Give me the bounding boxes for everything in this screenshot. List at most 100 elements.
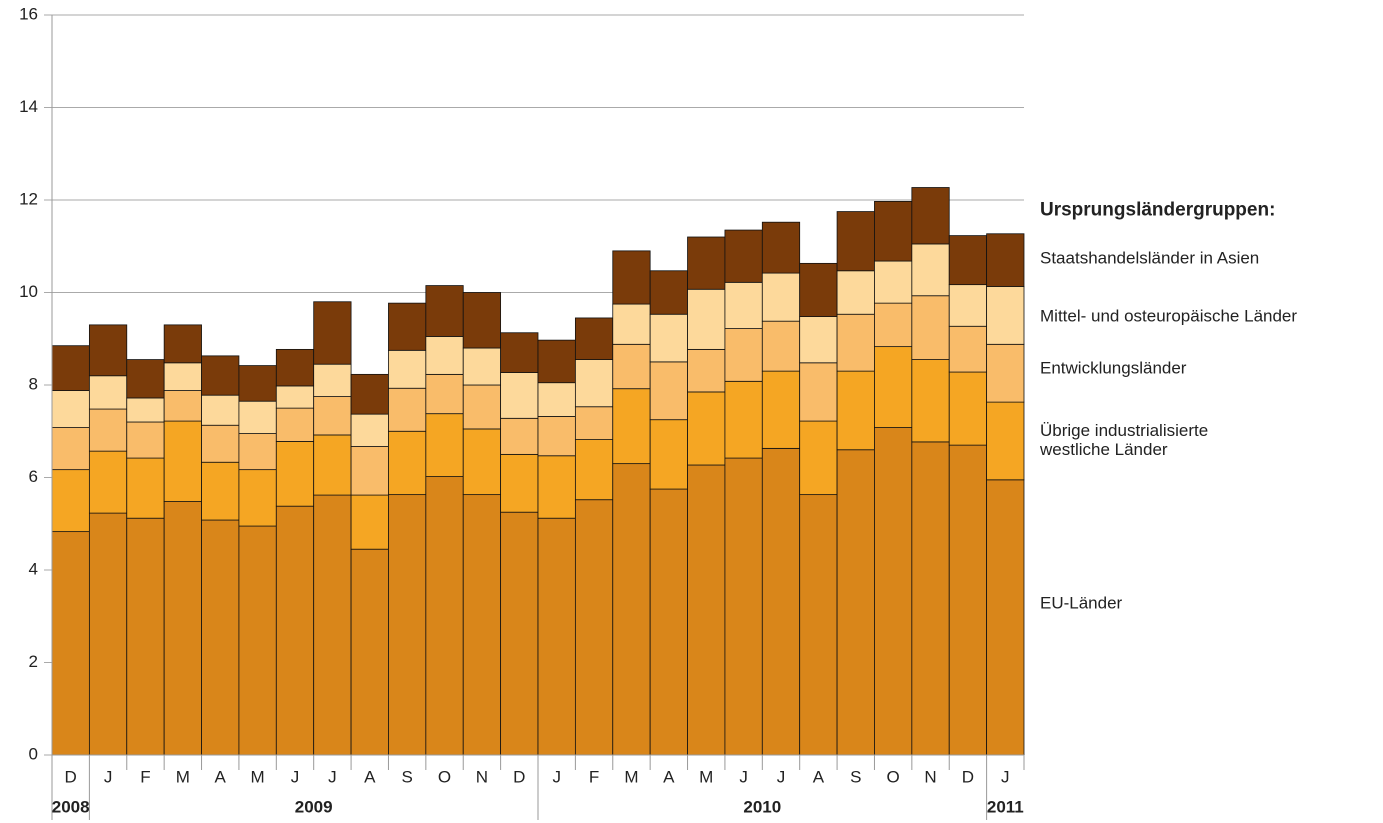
bar-segment bbox=[126, 421, 165, 459]
bar-segment bbox=[799, 420, 838, 496]
bar-segment bbox=[761, 272, 801, 322]
x-tick-label: M bbox=[176, 767, 190, 786]
bar-segment bbox=[275, 407, 315, 442]
y-tick-label: 14 bbox=[19, 97, 38, 116]
bar-segment bbox=[836, 313, 875, 372]
bar-segment bbox=[911, 441, 950, 756]
bar-segment bbox=[238, 469, 277, 527]
bar-segment bbox=[462, 292, 502, 349]
bar-segment bbox=[350, 413, 389, 447]
x-tick-label: J bbox=[328, 767, 337, 786]
bar-segment bbox=[537, 517, 576, 756]
bar-segment bbox=[537, 455, 576, 519]
x-tick-label: D bbox=[513, 767, 525, 786]
bar-segment bbox=[799, 362, 838, 422]
bar-segment bbox=[948, 235, 988, 286]
bar-segment bbox=[612, 250, 651, 305]
bar-segment bbox=[275, 348, 315, 387]
bar-segment bbox=[238, 400, 277, 434]
bar-segment bbox=[986, 233, 1025, 287]
x-tick-label: O bbox=[438, 767, 451, 786]
x-tick-label: J bbox=[739, 767, 748, 786]
bar-segment bbox=[350, 446, 389, 496]
legend-entry: Entwicklungsländer bbox=[1040, 358, 1187, 378]
x-tick-label: J bbox=[552, 767, 561, 786]
bar-segment bbox=[799, 316, 838, 364]
bar-segment bbox=[51, 390, 90, 428]
year-label: 2010 bbox=[743, 797, 781, 816]
x-tick-label: J bbox=[104, 767, 113, 786]
bar-segment bbox=[88, 375, 128, 410]
bar-segment bbox=[799, 494, 838, 756]
bar-segment bbox=[761, 447, 801, 756]
y-tick-label: 4 bbox=[29, 559, 38, 578]
bar-segment bbox=[687, 348, 726, 393]
bar-segment bbox=[238, 433, 277, 471]
bar-segment bbox=[313, 396, 352, 436]
bar-segment bbox=[836, 370, 875, 451]
bar-segment bbox=[350, 373, 389, 415]
bar-segment bbox=[911, 359, 950, 443]
bar-segment bbox=[724, 229, 763, 283]
bar-segment bbox=[836, 449, 875, 756]
bar-segment bbox=[88, 450, 128, 514]
bar-segment bbox=[687, 288, 726, 350]
bar-segment bbox=[948, 284, 988, 327]
bar-segment bbox=[313, 363, 352, 397]
bar-segment bbox=[201, 424, 240, 463]
legend-entry: Staatshandelsländer in Asien bbox=[1040, 248, 1260, 268]
y-tick-label: 2 bbox=[29, 652, 38, 671]
bar-segment bbox=[350, 494, 389, 550]
x-tick-label: D bbox=[962, 767, 974, 786]
bar-segment bbox=[500, 332, 539, 373]
y-tick-label: 6 bbox=[29, 467, 38, 486]
y-tick-label: 8 bbox=[29, 374, 38, 393]
y-tick-label: 16 bbox=[19, 4, 38, 23]
bar-segment bbox=[537, 382, 576, 417]
bar-segment bbox=[986, 286, 1025, 345]
bar-segment bbox=[948, 325, 988, 373]
bar-segment bbox=[201, 355, 240, 396]
bar-segment bbox=[836, 211, 875, 272]
bar-segment bbox=[313, 494, 352, 756]
bar-segment bbox=[201, 519, 240, 756]
x-tick-label: F bbox=[140, 767, 150, 786]
x-tick-label: J bbox=[1001, 767, 1010, 786]
bar-segment bbox=[649, 419, 688, 490]
bar-segment bbox=[462, 494, 502, 756]
bar-segment bbox=[201, 394, 240, 426]
bar-segment bbox=[163, 362, 202, 391]
bar-segment bbox=[500, 417, 539, 455]
bar-segment bbox=[649, 361, 688, 421]
bar-segment bbox=[51, 531, 90, 756]
bar-segment bbox=[388, 349, 427, 389]
bar-segment bbox=[724, 328, 763, 382]
bar-segment bbox=[874, 302, 913, 348]
x-tick-label: A bbox=[663, 767, 675, 786]
bar-segment bbox=[574, 317, 614, 360]
bar-segment bbox=[687, 236, 726, 290]
bar-segment bbox=[911, 295, 950, 360]
bar-segment bbox=[612, 463, 651, 756]
x-tick-label: J bbox=[291, 767, 300, 786]
bar-segment bbox=[574, 499, 614, 756]
bar-segment bbox=[275, 505, 315, 756]
legend-entry: Mittel- und osteuropäische Länder bbox=[1040, 306, 1298, 326]
bar-segment bbox=[986, 479, 1025, 756]
bar-segment bbox=[201, 461, 240, 521]
bar-segment bbox=[313, 301, 352, 365]
x-tick-label: A bbox=[364, 767, 376, 786]
bar-segment bbox=[126, 517, 165, 756]
bar-segment bbox=[425, 476, 464, 756]
year-label: 2008 bbox=[52, 797, 90, 816]
x-tick-label: A bbox=[813, 767, 825, 786]
bar-segment bbox=[874, 346, 913, 428]
bar-segment bbox=[724, 457, 763, 756]
bar-segment bbox=[574, 359, 614, 408]
bar-segment bbox=[724, 380, 763, 459]
x-tick-label: O bbox=[887, 767, 900, 786]
bar-segment bbox=[649, 313, 688, 363]
bar-segment bbox=[761, 320, 801, 372]
bar-segment bbox=[874, 200, 913, 262]
